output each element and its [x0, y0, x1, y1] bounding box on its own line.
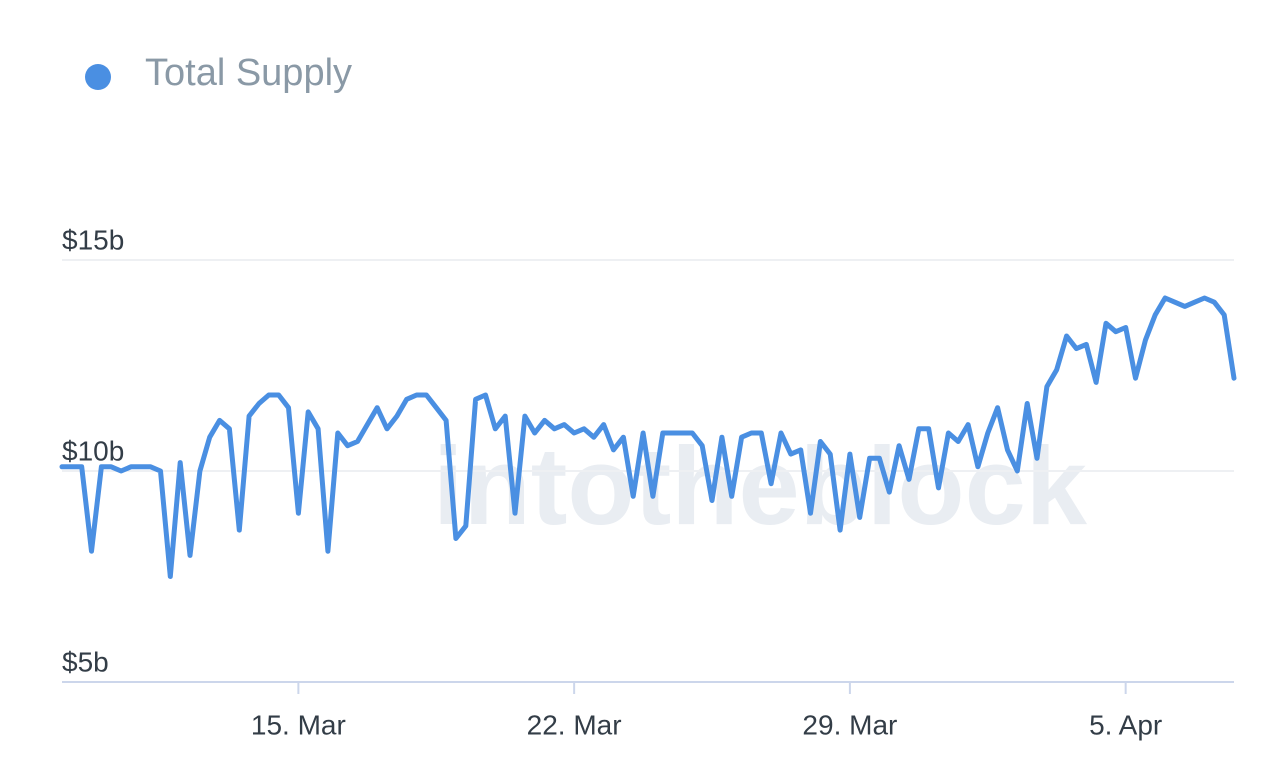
- legend-label: Total Supply: [145, 52, 352, 94]
- watermark: intotheblock: [433, 425, 1088, 548]
- legend-marker: [85, 64, 111, 90]
- x-tick-label: 5. Apr: [1089, 709, 1162, 740]
- x-tick-label: 15. Mar: [251, 709, 346, 740]
- y-tick-label: $15b: [62, 224, 124, 255]
- x-tick-label: 29. Mar: [802, 709, 897, 740]
- y-tick-label: $10b: [62, 435, 124, 466]
- y-tick-label: $5b: [62, 646, 109, 677]
- data-line: [59, 295, 1237, 579]
- x-tick-label: 22. Mar: [527, 709, 622, 740]
